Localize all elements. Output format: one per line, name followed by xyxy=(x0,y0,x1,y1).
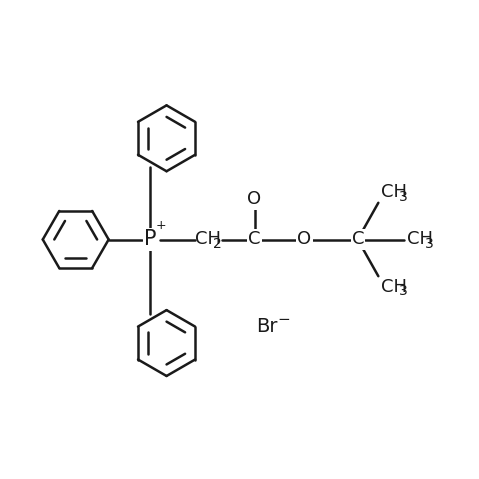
Text: CH: CH xyxy=(195,230,221,249)
Text: O: O xyxy=(297,230,311,249)
Text: O: O xyxy=(248,191,262,208)
Text: CH: CH xyxy=(381,183,407,202)
Text: −: − xyxy=(277,312,290,327)
Text: 2: 2 xyxy=(213,237,222,251)
Text: 3: 3 xyxy=(399,284,408,298)
Text: C: C xyxy=(248,230,261,249)
Text: 3: 3 xyxy=(399,190,408,204)
Text: CH: CH xyxy=(381,277,407,296)
Text: CH: CH xyxy=(407,230,433,249)
Text: +: + xyxy=(156,219,166,232)
Text: Br: Br xyxy=(256,317,277,336)
Text: P: P xyxy=(144,229,156,250)
Text: 3: 3 xyxy=(425,237,433,251)
Text: C: C xyxy=(352,230,365,249)
